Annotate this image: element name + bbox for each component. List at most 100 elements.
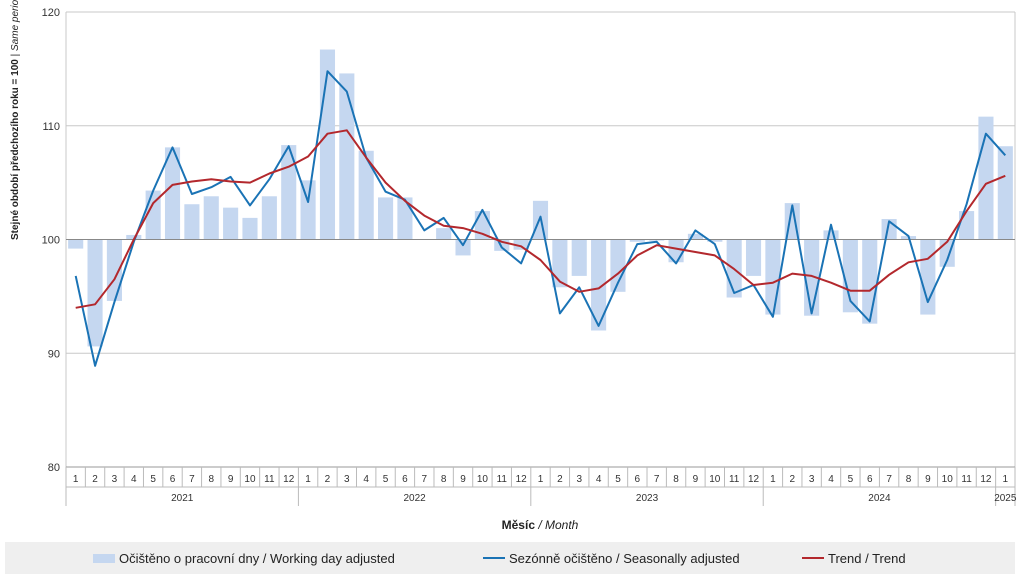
x-axis-title-bold: Měsíc [501, 518, 535, 532]
y-tick-label-110: 110 [42, 121, 60, 133]
bar-39 [823, 230, 839, 240]
y-axis-title-bold: Stejné období předchozího roku = 100 [10, 59, 21, 240]
legend-swatch-bar [93, 553, 115, 563]
bar-30 [649, 239, 665, 241]
month-label-26: 3 [576, 474, 582, 485]
month-label-5: 6 [170, 474, 176, 485]
bar-27 [591, 239, 607, 331]
y-tick-label-120: 120 [42, 7, 60, 19]
month-label-1: 2 [92, 474, 98, 485]
legend-item-seasonally: Sezónně očištěno / Seasonally adjusted [483, 542, 740, 574]
y-axis-title: Stejné období předchozího roku = 100 | S… [10, 0, 21, 240]
month-label-37: 2 [789, 474, 795, 485]
bar-29 [629, 239, 645, 242]
legend-label-working-day: Očištěno o pracovní dny / Working day ad… [119, 550, 395, 566]
month-label-31: 8 [673, 474, 679, 485]
month-label-30: 7 [654, 474, 660, 485]
month-label-45: 10 [942, 474, 954, 485]
legend-item-trend: Trend / Trend [802, 542, 906, 574]
month-label-8: 9 [228, 474, 234, 485]
legend-swatch-red-line [802, 557, 824, 559]
month-label-16: 5 [383, 474, 389, 485]
month-label-46: 11 [961, 474, 972, 485]
y-tick-label-100: 100 [42, 235, 60, 247]
bar-3 [126, 234, 142, 240]
month-label-19: 8 [441, 474, 447, 485]
month-label-36: 1 [770, 474, 776, 485]
bar-36 [765, 239, 781, 315]
month-label-13: 2 [325, 474, 331, 485]
legend-swatch-blue-line [483, 557, 505, 559]
year-label-2025: 2025 [994, 493, 1017, 504]
x-axis: 1 2 3 4 5 6 7 8 9 10 11 12 1 2 3 4 5 6 7 8 9 10 11 12 1 2 3 4 5 6 7 8 9 1… [65, 466, 1017, 506]
bar-35 [745, 239, 762, 276]
month-label-22: 11 [497, 474, 508, 485]
month-label-40: 5 [848, 474, 854, 485]
month-label-43: 8 [906, 474, 912, 485]
bar-46 [959, 211, 975, 240]
y-axis-title-italic: Same period of the previous year = 100 [10, 0, 21, 51]
month-label-15: 4 [363, 474, 369, 485]
month-label-38: 3 [809, 474, 815, 485]
year-label-2023: 2023 [636, 493, 659, 504]
month-label-9: 10 [244, 474, 256, 485]
y-tick-label-80: 80 [48, 462, 60, 474]
bar-20 [455, 239, 471, 256]
bar-41 [862, 239, 878, 324]
month-label-35: 12 [748, 474, 760, 485]
month-label-3: 4 [131, 474, 137, 485]
bar-5 [164, 147, 181, 240]
month-label-10: 11 [264, 474, 275, 485]
month-label-21: 10 [477, 474, 489, 485]
bar-12 [300, 180, 316, 240]
bar-22 [494, 239, 510, 251]
month-label-34: 11 [729, 474, 740, 485]
bar-7 [203, 196, 219, 240]
y-axis-tick-labels: 80 90 100 110 120 [42, 7, 60, 474]
x-axis-title-italic: / Month [535, 518, 579, 532]
month-label-42: 7 [886, 474, 892, 485]
month-label-27: 4 [596, 474, 602, 485]
trend-line [75, 129, 1006, 309]
month-label-32: 9 [693, 474, 699, 485]
legend-item-working-day: Očištěno o pracovní dny / Working day ad… [93, 542, 395, 574]
bar-19 [436, 228, 452, 240]
bar-23 [513, 239, 529, 250]
bar-48 [997, 146, 1013, 240]
y-axis-title-sep: | [10, 50, 21, 60]
bar-14 [339, 73, 355, 240]
month-label-18: 7 [422, 474, 428, 485]
y-tick-label-90: 90 [48, 348, 60, 360]
month-label-7: 8 [208, 474, 214, 485]
bar-10 [261, 196, 277, 240]
month-label-14: 3 [344, 474, 350, 485]
month-label-44: 9 [925, 474, 931, 485]
month-label-41: 6 [867, 474, 873, 485]
month-label-23: 12 [516, 474, 528, 485]
month-label-2: 3 [112, 474, 118, 485]
month-label-48: 1 [1003, 474, 1009, 485]
month-label-25: 2 [557, 474, 563, 485]
legend-label-trend: Trend / Trend [828, 550, 906, 566]
bar-40 [842, 239, 858, 313]
month-label-47: 12 [980, 474, 992, 485]
year-label-2024: 2024 [868, 493, 891, 504]
bar-1 [87, 239, 103, 347]
month-label-17: 6 [402, 474, 408, 485]
line-series [74, 70, 1007, 367]
bar-28 [610, 239, 626, 292]
bar-33 [707, 239, 723, 242]
y-axis-title-wrap: Stejné období předchozího roku = 100 | S… [2, 0, 21, 470]
bar-0 [68, 239, 84, 249]
month-label-24: 1 [538, 474, 544, 485]
bar-8 [223, 207, 239, 240]
bar-32 [687, 233, 703, 240]
year-label-2022: 2022 [403, 493, 426, 504]
bar-15 [358, 150, 374, 240]
bar-9 [242, 217, 258, 240]
bar-25 [552, 239, 568, 288]
bar-series [68, 49, 1013, 347]
bar-17 [397, 197, 413, 240]
month-label-28: 5 [615, 474, 621, 485]
